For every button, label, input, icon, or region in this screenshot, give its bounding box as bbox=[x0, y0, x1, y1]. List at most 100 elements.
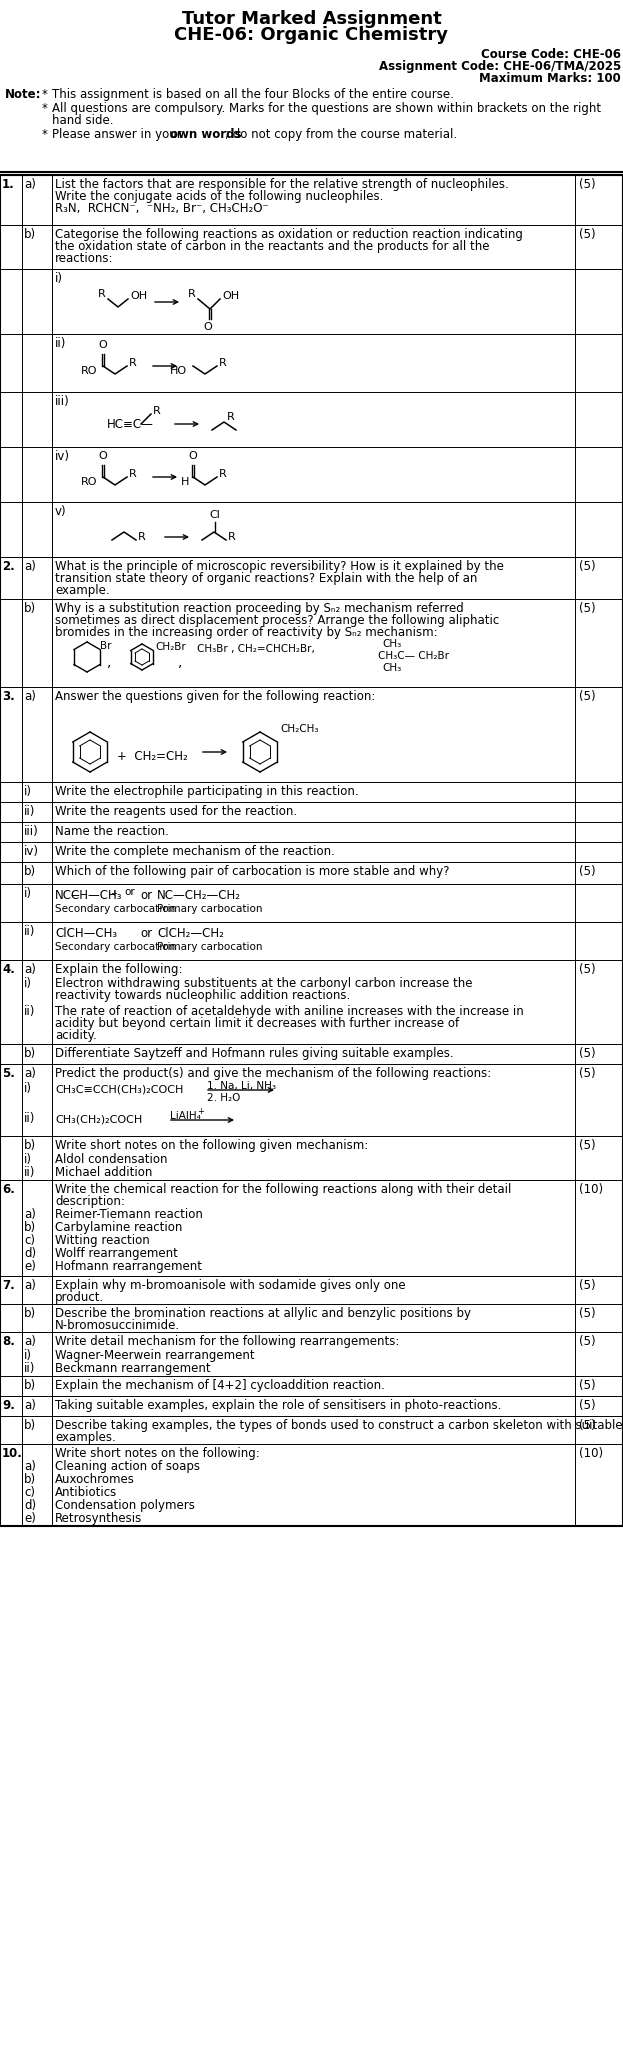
Text: Explain why m-bromoanisole with sodamide gives only one: Explain why m-bromoanisole with sodamide… bbox=[55, 1279, 406, 1291]
Text: i): i) bbox=[24, 1349, 32, 1362]
Text: Wagner-Meerwein rearrangement: Wagner-Meerwein rearrangement bbox=[55, 1349, 255, 1362]
Text: e): e) bbox=[24, 1260, 36, 1273]
Text: CHE-06: Organic Chemistry: CHE-06: Organic Chemistry bbox=[174, 27, 449, 43]
Text: a): a) bbox=[24, 963, 36, 976]
Text: a): a) bbox=[24, 1461, 36, 1473]
Text: R: R bbox=[98, 289, 106, 299]
Text: 7.: 7. bbox=[2, 1279, 15, 1291]
Text: hand side.: hand side. bbox=[52, 113, 113, 128]
Text: Why is a substitution reaction proceeding by Sₙ₂ mechanism referred: Why is a substitution reaction proceedin… bbox=[55, 602, 464, 615]
Text: Write the reagents used for the reaction.: Write the reagents used for the reaction… bbox=[55, 805, 297, 819]
Text: (5): (5) bbox=[579, 864, 596, 879]
Text: The rate of reaction of acetaldehyde with aniline increases with the increase in: The rate of reaction of acetaldehyde wit… bbox=[55, 1005, 524, 1017]
Text: (5): (5) bbox=[579, 1139, 596, 1151]
Text: b): b) bbox=[24, 1378, 36, 1393]
Text: Aldol condensation: Aldol condensation bbox=[55, 1153, 168, 1166]
Text: ii): ii) bbox=[24, 1005, 36, 1017]
Text: (5): (5) bbox=[579, 1279, 596, 1291]
Text: c): c) bbox=[24, 1234, 35, 1246]
Text: e): e) bbox=[24, 1512, 36, 1525]
Text: R: R bbox=[188, 289, 196, 299]
Text: Carbylamine reaction: Carbylamine reaction bbox=[55, 1221, 183, 1234]
Text: R: R bbox=[227, 413, 235, 423]
Text: b): b) bbox=[24, 602, 36, 615]
Text: (5): (5) bbox=[579, 689, 596, 703]
Text: (5): (5) bbox=[579, 1378, 596, 1393]
Text: All questions are compulsory. Marks for the questions are shown within brackets : All questions are compulsory. Marks for … bbox=[52, 101, 601, 116]
Text: R: R bbox=[219, 468, 227, 479]
Text: R: R bbox=[219, 359, 227, 367]
Text: ii): ii) bbox=[24, 1362, 36, 1376]
Text: ii): ii) bbox=[24, 805, 36, 819]
Text: b): b) bbox=[24, 1048, 36, 1060]
Text: Write short notes on the following:: Write short notes on the following: bbox=[55, 1446, 260, 1461]
Text: 9.: 9. bbox=[2, 1399, 15, 1411]
Text: R: R bbox=[129, 468, 137, 479]
Text: Br: Br bbox=[100, 642, 112, 652]
Text: d): d) bbox=[24, 1246, 36, 1260]
Text: ii): ii) bbox=[55, 336, 67, 351]
Text: N-bromosuccinimide.: N-bromosuccinimide. bbox=[55, 1318, 180, 1333]
Text: (5): (5) bbox=[579, 1308, 596, 1320]
Text: description:: description: bbox=[55, 1194, 125, 1209]
Text: Categorise the following reactions as oxidation or reduction reaction indicating: Categorise the following reactions as ox… bbox=[55, 229, 523, 241]
Text: Write the conjugate acids of the following nucleophiles.: Write the conjugate acids of the followi… bbox=[55, 190, 383, 202]
Text: Taking suitable examples, explain the role of sensitisers in photo-reactions.: Taking suitable examples, explain the ro… bbox=[55, 1399, 502, 1411]
Text: a): a) bbox=[24, 1399, 36, 1411]
Text: CH₂CH₃: CH₂CH₃ bbox=[280, 724, 318, 734]
Text: R: R bbox=[228, 532, 235, 543]
Text: (5): (5) bbox=[579, 1419, 596, 1432]
Text: 5.: 5. bbox=[2, 1067, 15, 1081]
Text: *: * bbox=[42, 101, 48, 116]
Text: i): i) bbox=[55, 272, 63, 285]
Text: Electron withdrawing substituents at the carbonyl carbon increase the: Electron withdrawing substituents at the… bbox=[55, 978, 472, 990]
Text: OH: OH bbox=[130, 291, 147, 301]
Text: ii): ii) bbox=[24, 1112, 36, 1124]
Text: Primary carbocation: Primary carbocation bbox=[157, 943, 262, 951]
Text: This assignment is based on all the four Blocks of the entire course.: This assignment is based on all the four… bbox=[52, 89, 454, 101]
Text: c): c) bbox=[24, 1485, 35, 1500]
Text: i): i) bbox=[24, 887, 32, 899]
Text: 4.: 4. bbox=[2, 963, 15, 976]
Text: (5): (5) bbox=[579, 559, 596, 574]
Text: b): b) bbox=[24, 229, 36, 241]
Text: i): i) bbox=[24, 1153, 32, 1166]
Text: iii): iii) bbox=[24, 825, 39, 838]
Text: or: or bbox=[140, 889, 152, 902]
Text: ClCH₂—CH₂: ClCH₂—CH₂ bbox=[157, 926, 224, 941]
Text: own words: own words bbox=[170, 128, 242, 140]
Text: d): d) bbox=[24, 1500, 36, 1512]
Text: i): i) bbox=[24, 786, 32, 798]
Text: Answer the questions given for the following reaction:: Answer the questions given for the follo… bbox=[55, 689, 376, 703]
Text: CH₃(CH₂)₂COCH: CH₃(CH₂)₂COCH bbox=[55, 1114, 142, 1124]
Text: (10): (10) bbox=[579, 1446, 603, 1461]
Text: Retrosynthesis: Retrosynthesis bbox=[55, 1512, 142, 1525]
Text: b): b) bbox=[24, 864, 36, 879]
Text: Condensation polymers: Condensation polymers bbox=[55, 1500, 195, 1512]
Text: iv): iv) bbox=[24, 846, 39, 858]
Text: b): b) bbox=[24, 1221, 36, 1234]
Text: Write the complete mechanism of the reaction.: Write the complete mechanism of the reac… bbox=[55, 846, 335, 858]
Text: O: O bbox=[189, 452, 197, 460]
Text: O: O bbox=[204, 322, 212, 332]
Text: ,: , bbox=[107, 654, 112, 668]
Text: examples.: examples. bbox=[55, 1432, 116, 1444]
Text: Primary carbocation: Primary carbocation bbox=[157, 904, 262, 914]
Text: sometimes as direct displacement process? Arrange the following aliphatic: sometimes as direct displacement process… bbox=[55, 615, 499, 627]
Text: Cl: Cl bbox=[209, 510, 221, 520]
Text: List the factors that are responsible for the relative strength of nucleophiles.: List the factors that are responsible fo… bbox=[55, 177, 509, 192]
Text: Assignment Code: CHE-06/TMA/2025: Assignment Code: CHE-06/TMA/2025 bbox=[379, 60, 621, 72]
Text: 2.: 2. bbox=[2, 559, 15, 574]
Text: (5): (5) bbox=[579, 963, 596, 976]
Text: Write short notes on the following given mechanism:: Write short notes on the following given… bbox=[55, 1139, 368, 1151]
Text: 1.: 1. bbox=[2, 177, 15, 192]
Text: Write the chemical reaction for the following reactions along with their detail: Write the chemical reaction for the foll… bbox=[55, 1182, 511, 1197]
Text: a): a) bbox=[24, 1067, 36, 1081]
Text: (5): (5) bbox=[579, 1399, 596, 1411]
Text: CH₃Br , CH₂=CHCH₂Br,: CH₃Br , CH₂=CHCH₂Br, bbox=[197, 644, 315, 654]
Text: ,: , bbox=[178, 654, 183, 668]
Text: (5): (5) bbox=[579, 177, 596, 192]
Text: R: R bbox=[138, 532, 146, 543]
Text: Tutor Marked Assignment: Tutor Marked Assignment bbox=[182, 10, 441, 29]
Text: Antibiotics: Antibiotics bbox=[55, 1485, 117, 1500]
